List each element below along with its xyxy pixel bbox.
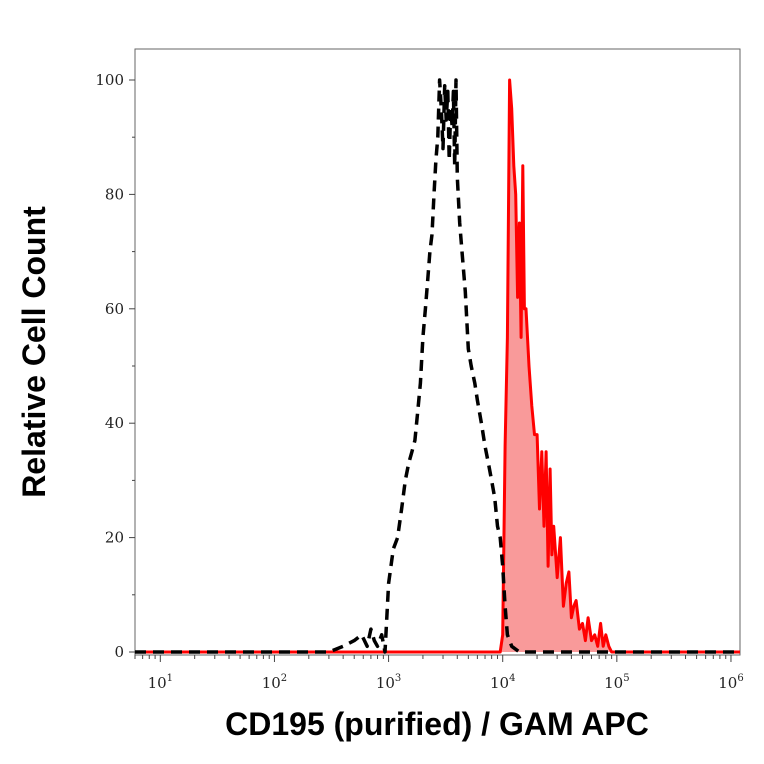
stained-histogram-fill (135, 80, 740, 652)
y-tick-label: 100 (95, 71, 124, 89)
y-tick-label: 80 (105, 185, 124, 203)
x-tick-label: 103 (376, 673, 401, 692)
x-tick-label: 104 (490, 673, 515, 692)
axis-ticks (129, 79, 732, 662)
x-tick-label: 105 (604, 673, 629, 692)
y-tick-labels: 0 20 40 60 80 100 (95, 71, 124, 661)
x-tick-label: 101 (148, 673, 173, 692)
stained-histogram-line (135, 78, 740, 654)
x-tick-label: 106 (718, 673, 743, 692)
y-tick-label: 40 (105, 414, 124, 432)
x-tick-labels: 101 102 103 104 105 106 (148, 673, 744, 692)
y-tick-label: 20 (105, 529, 124, 547)
y-tick-label: 0 (114, 643, 124, 661)
x-tick-label: 102 (262, 673, 287, 692)
x-axis-title: CD195 (purified) / GAM APC (225, 706, 649, 742)
control-histogram-line (135, 78, 740, 654)
plot-frame (134, 48, 741, 656)
y-axis-title: Relative Cell Count (16, 206, 52, 498)
y-tick-label: 60 (105, 300, 124, 318)
